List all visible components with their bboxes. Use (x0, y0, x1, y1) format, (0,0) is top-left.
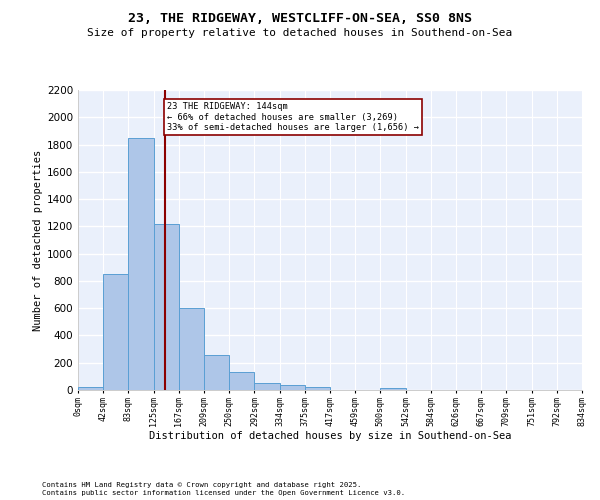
Bar (78, 386, 103, 390)
Y-axis label: Number of detached properties: Number of detached properties (33, 150, 43, 330)
Bar (154, 224, 179, 390)
Bar (254, 383, 280, 390)
Bar (229, 372, 254, 390)
Text: Contains public sector information licensed under the Open Government Licence v3: Contains public sector information licen… (42, 490, 405, 496)
Bar (128, 138, 154, 390)
Text: 23, THE RIDGEWAY, WESTCLIFF-ON-SEA, SS0 8NS: 23, THE RIDGEWAY, WESTCLIFF-ON-SEA, SS0 … (128, 12, 472, 26)
Bar (205, 354, 229, 390)
Text: 23 THE RIDGEWAY: 144sqm
← 66% of detached houses are smaller (3,269)
33% of semi: 23 THE RIDGEWAY: 144sqm ← 66% of detache… (167, 102, 419, 132)
Bar (103, 274, 128, 390)
Bar (179, 308, 205, 390)
Text: Size of property relative to detached houses in Southend-on-Sea: Size of property relative to detached ho… (88, 28, 512, 38)
X-axis label: Distribution of detached houses by size in Southend-on-Sea: Distribution of detached houses by size … (149, 431, 511, 441)
Bar (380, 388, 406, 390)
Bar (305, 386, 330, 390)
Text: Contains HM Land Registry data © Crown copyright and database right 2025.: Contains HM Land Registry data © Crown c… (42, 482, 361, 488)
Bar (280, 385, 305, 390)
